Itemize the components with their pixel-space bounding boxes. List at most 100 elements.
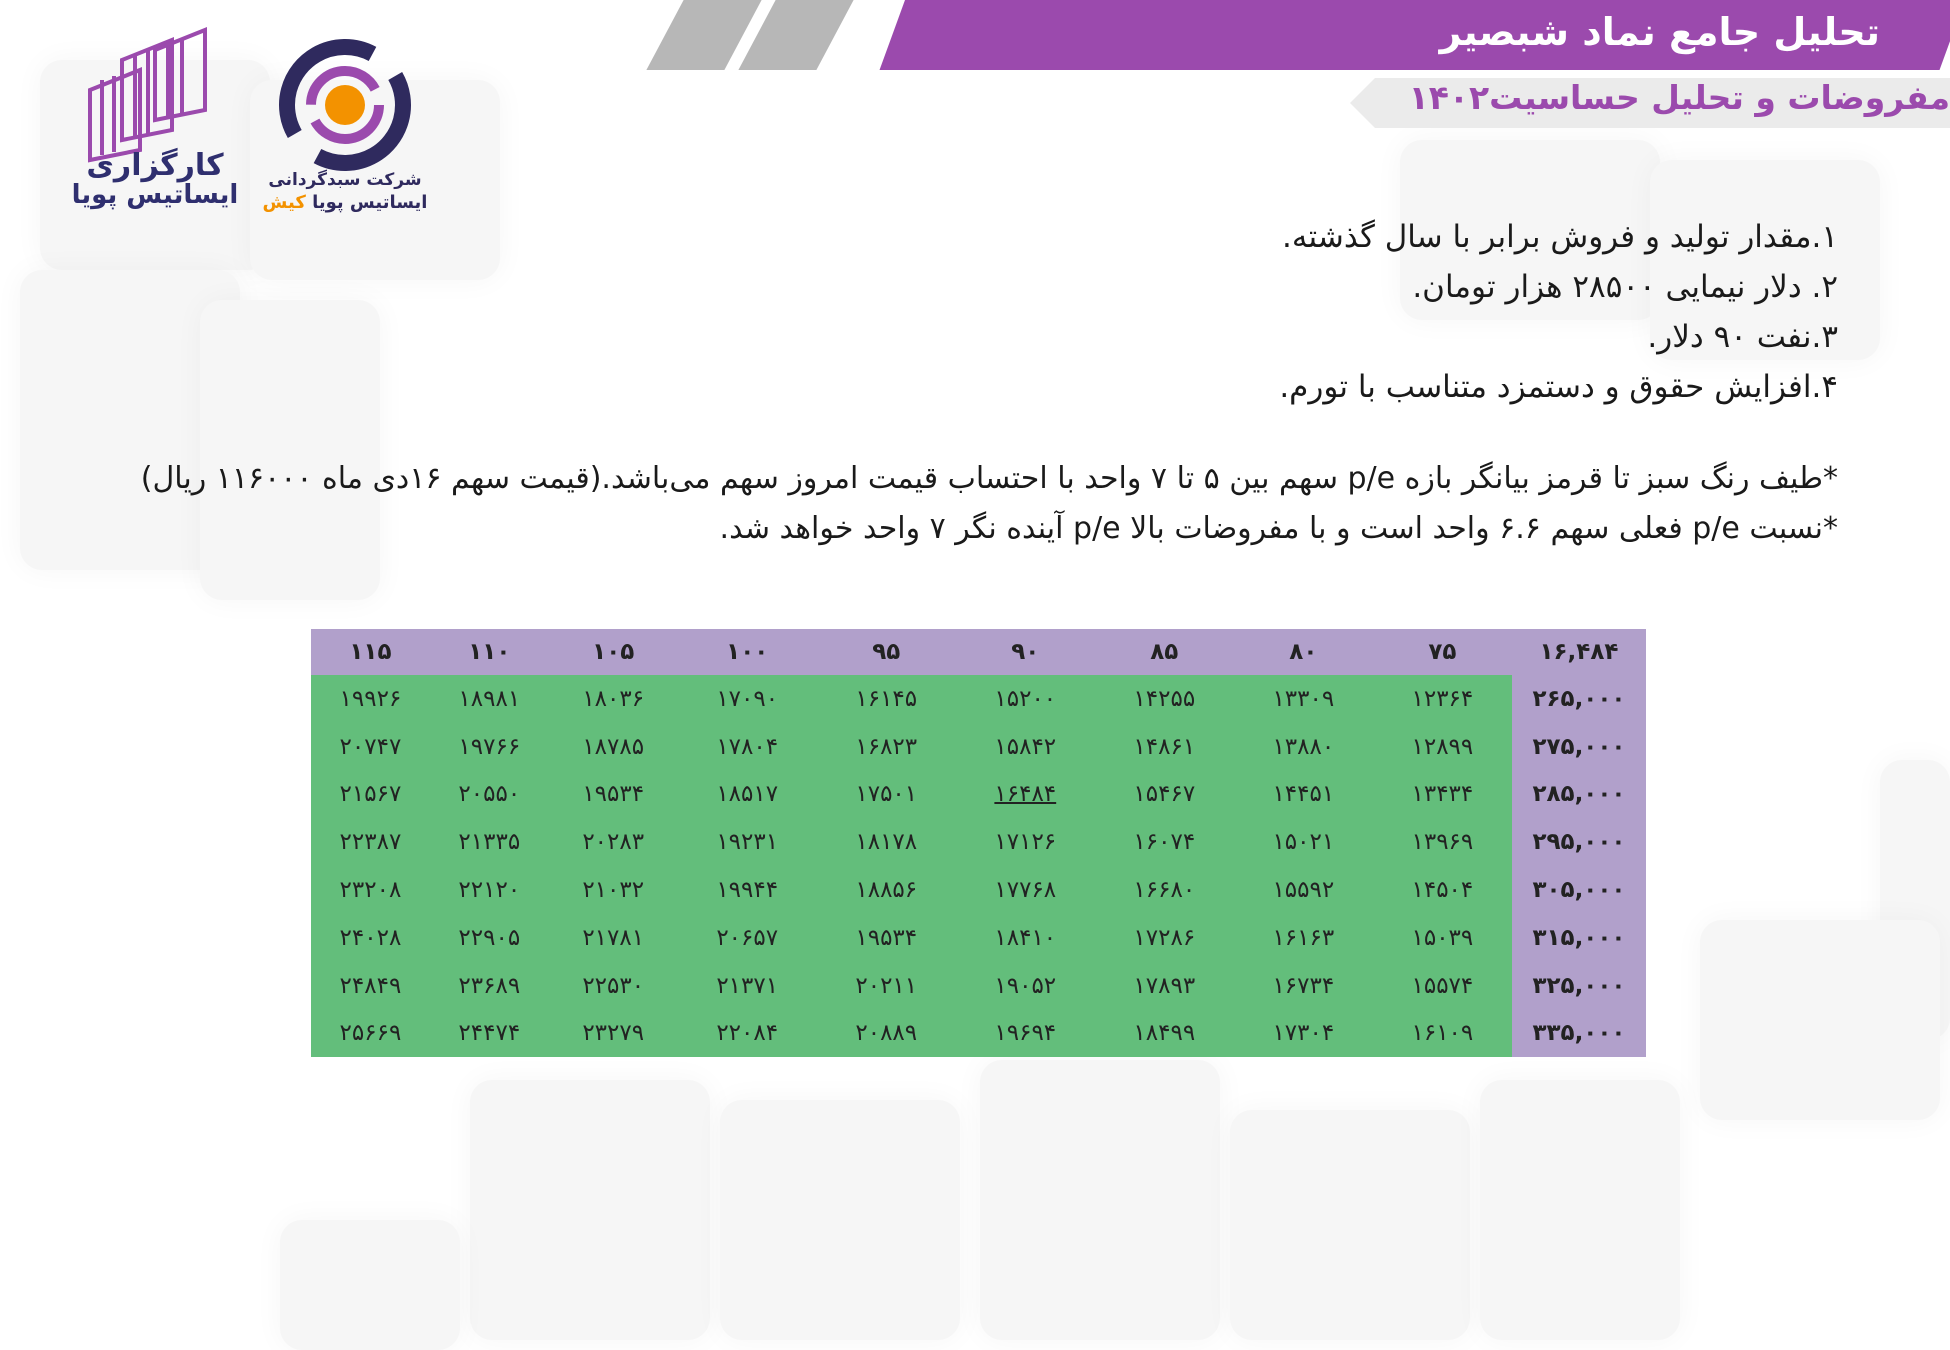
- table-cell: ۱۴۸۶۱: [1094, 722, 1234, 771]
- table-cell: ۱۹۹۴۴: [677, 866, 817, 914]
- table-cell: ۱۹۵۳۴: [816, 913, 956, 962]
- table-cell: ۱۵۸۴۲: [955, 722, 1095, 771]
- table-cell: ۱۴۴۵۱: [1233, 770, 1373, 819]
- table-cell: ۱۵۰۳۹: [1372, 913, 1512, 962]
- assumption-item: ۴.افزایش حقوق و دستمزد متناسب با تورم.: [1279, 369, 1838, 405]
- page-subtitle: مفروضات و تحلیل حساسیت۱۴۰۲: [1408, 78, 1950, 117]
- table-cell: ۱۷۱۲۶: [955, 818, 1095, 867]
- row-header: ۲۶۵,۰۰۰: [1511, 675, 1646, 723]
- table-row: ۲۵۶۶۹ ۲۴۴۷۴ ۲۳۲۷۹ ۲۲۰۸۴ ۲۰۸۸۹ ۱۹۶۹۴ ۱۸۴۹۹ ۱۷۳۰۴…: [311, 1009, 1646, 1058]
- table-cell: ۱۸۰۳۶: [548, 675, 678, 723]
- table-cell: ۱۵۴۶۷: [1094, 770, 1234, 819]
- table-cell: ۱۶۶۸۰: [1094, 866, 1234, 914]
- column-header: ۸۰: [1233, 629, 1373, 675]
- table-cell: ۲۰۸۸۹: [816, 1009, 956, 1058]
- table-cell: ۲۵۶۶۹: [311, 1009, 430, 1058]
- table-row: ۱۹۹۲۶ ۱۸۹۸۱ ۱۸۰۳۶ ۱۷۰۹۰ ۱۶۱۴۵ ۱۵۲۰۰ ۱۴۲۵۵ ۱۳۳۰۹…: [311, 675, 1646, 723]
- table-row: ۲۴۸۴۹ ۲۳۶۸۹ ۲۲۵۳۰ ۲۱۳۷۱ ۲۰۲۱۱ ۱۹۰۵۲ ۱۷۸۹۳ ۱۶۷۳۴…: [311, 961, 1646, 1010]
- table-header-row: ۱۱۵ ۱۱۰ ۱۰۵ ۱۰۰ ۹۵ ۹۰ ۸۵ ۸۰ ۷۵ ۱۶,۴۸۴: [311, 629, 1646, 675]
- table-cell: ۱۶۸۲۳: [816, 722, 956, 771]
- table-cell: ۱۳۸۸۰: [1233, 722, 1373, 771]
- table-cell: ۱۵۲۰۰: [955, 675, 1095, 723]
- subtitle-banner: [1350, 78, 1950, 128]
- table-cell: ۱۷۸۹۳: [1094, 961, 1234, 1010]
- table-cell: ۱۸۸۵۶: [816, 866, 956, 914]
- table-cell: ۲۰۵۵۰: [429, 770, 549, 819]
- table-cell: ۲۰۲۱۱: [816, 961, 956, 1010]
- row-header: ۳۰۵,۰۰۰: [1511, 866, 1646, 914]
- table-cell: ۱۵۵۷۴: [1372, 961, 1512, 1010]
- table-cell: ۱۷۲۸۶: [1094, 913, 1234, 962]
- table-cell: ۱۹۲۳۱: [677, 818, 817, 867]
- assumption-item: ۲. دلار نیمایی ۲۸۵۰۰ هزار تومان.: [1412, 269, 1838, 305]
- table-cell: ۲۱۳۳۵: [429, 818, 549, 867]
- page-title: تحلیل جامع نماد شبصیر: [1439, 10, 1880, 54]
- table-cell: ۱۸۷۸۵: [548, 722, 678, 771]
- fund-logo-kish: کیش: [262, 192, 306, 213]
- column-header: ۱۱۵: [311, 629, 430, 675]
- table-cell: ۲۳۲۷۹: [548, 1009, 678, 1058]
- table-cell: ۱۸۹۸۱: [429, 675, 549, 723]
- table-cell: ۲۱۵۶۷: [311, 770, 430, 819]
- table-cell: ۱۵۰۲۱: [1233, 818, 1373, 867]
- notes: *طیف رنگ سبز تا قرمز بیانگر بازه p/e سهم…: [88, 454, 1838, 554]
- table-cell: ۱۶۱۰۹: [1372, 1009, 1512, 1058]
- sensitivity-table: ۱۱۵ ۱۱۰ ۱۰۵ ۱۰۰ ۹۵ ۹۰ ۸۵ ۸۰ ۷۵ ۱۶,۴۸۴ ۱۹۹۲۶ ۱۸۹۸۱ ۱۸…: [311, 629, 1646, 1058]
- table-cell: ۱۳۴۳۴: [1372, 770, 1512, 819]
- column-header: ۷۵: [1372, 629, 1512, 675]
- table-cell: ۱۹۹۲۶: [311, 675, 430, 723]
- fund-logo-line1: شرکت سبدگردانی: [268, 170, 422, 190]
- table-cell: ۱۹۷۶۶: [429, 722, 549, 771]
- table-cell: ۲۲۰۸۴: [677, 1009, 817, 1058]
- table-cell: ۱۴۲۵۵: [1094, 675, 1234, 723]
- table-cell: ۱۷۳۰۴: [1233, 1009, 1373, 1058]
- table-cell: ۲۳۲۰۸: [311, 866, 430, 914]
- table-cell: ۲۳۶۸۹: [429, 961, 549, 1010]
- table-row: ۲۲۳۸۷ ۲۱۳۳۵ ۲۰۲۸۳ ۱۹۲۳۱ ۱۸۱۷۸ ۱۷۱۲۶ ۱۶۰۷۴ ۱۵۰۲۱…: [311, 818, 1646, 867]
- fund-logo-line2: ایساتیس پویا کیش: [255, 192, 435, 213]
- table-cell: ۱۸۴۹۹: [1094, 1009, 1234, 1058]
- table-cell: ۱۸۵۱۷: [677, 770, 817, 819]
- note-color-range: *طیف رنگ سبز تا قرمز بیانگر بازه p/e سهم…: [140, 461, 1838, 496]
- table-cell: ۱۶۱۶۳: [1233, 913, 1373, 962]
- table-cell: ۲۲۵۳۰: [548, 961, 678, 1010]
- assumption-item: ۱.مقدار تولید و فروش برابر با سال گذشته.: [1282, 219, 1838, 255]
- note-current-pe: *نسبت p/e فعلی سهم ۶.۶ واحد است و با مفر…: [719, 511, 1838, 546]
- column-header: ۱۰۵: [548, 629, 678, 675]
- fund-logo-name: ایساتیس پویا: [312, 192, 428, 213]
- table-cell: ۲۲۹۰۵: [429, 913, 549, 962]
- table-cell: ۲۴۰۲۸: [311, 913, 430, 962]
- table-cell: ۱۲۸۹۹: [1372, 722, 1512, 771]
- row-header: ۳۲۵,۰۰۰: [1511, 961, 1646, 1010]
- table-cell: ۱۷۸۰۴: [677, 722, 817, 771]
- table-cell: ۱۳۳۰۹: [1233, 675, 1373, 723]
- table-cell: ۱۷۰۹۰: [677, 675, 817, 723]
- table-cell: ۲۱۷۸۱: [548, 913, 678, 962]
- table-cell: ۱۲۳۶۴: [1372, 675, 1512, 723]
- assumption-item: ۳.نفت ۹۰ دلار.: [1647, 319, 1838, 355]
- row-header: ۳۱۵,۰۰۰: [1511, 913, 1646, 962]
- table-cell: ۲۴۸۴۹: [311, 961, 430, 1010]
- row-header: ۲۷۵,۰۰۰: [1511, 722, 1646, 771]
- table-cell: ۱۸۴۱۰: [955, 913, 1095, 962]
- table-cell: ۱۳۹۶۹: [1372, 818, 1512, 867]
- table-row: ۲۱۵۶۷ ۲۰۵۵۰ ۱۹۵۳۴ ۱۸۵۱۷ ۱۷۵۰۱ ۱۶۴۸۴ ۱۵۴۶۷ ۱۴۴۵۱…: [311, 770, 1646, 819]
- column-header: ۹۰: [955, 629, 1095, 675]
- column-header: ۱۰۰: [677, 629, 817, 675]
- table-cell: ۲۱۰۳۲: [548, 866, 678, 914]
- column-header: ۹۵: [816, 629, 956, 675]
- table-cell: ۱۴۵۰۴: [1372, 866, 1512, 914]
- table-cell: ۲۰۷۴۷: [311, 722, 430, 771]
- brokerage-logo-line1: کارگزاری: [86, 148, 224, 183]
- table-row: ۲۰۷۴۷ ۱۹۷۶۶ ۱۸۷۸۵ ۱۷۸۰۴ ۱۶۸۲۳ ۱۵۸۴۲ ۱۴۸۶۱ ۱۳۸۸۰…: [311, 722, 1646, 771]
- table-cell: ۲۲۱۲۰: [429, 866, 549, 914]
- table-cell: ۱۹۰۵۲: [955, 961, 1095, 1010]
- table-row: ۲۳۲۰۸ ۲۲۱۲۰ ۲۱۰۳۲ ۱۹۹۴۴ ۱۸۸۵۶ ۱۷۷۶۸ ۱۶۶۸۰ ۱۵۵۹۲…: [311, 866, 1646, 914]
- row-header: ۲۹۵,۰۰۰: [1511, 818, 1646, 867]
- column-header: ۸۵: [1094, 629, 1234, 675]
- assumptions-list: ۱.مقدار تولید و فروش برابر با سال گذشته.…: [938, 212, 1838, 412]
- table-cell: ۱۶۱۴۵: [816, 675, 956, 723]
- column-header: ۱۱۰: [429, 629, 549, 675]
- table-cell: ۱۹۶۹۴: [955, 1009, 1095, 1058]
- table-cell: ۲۱۳۷۱: [677, 961, 817, 1010]
